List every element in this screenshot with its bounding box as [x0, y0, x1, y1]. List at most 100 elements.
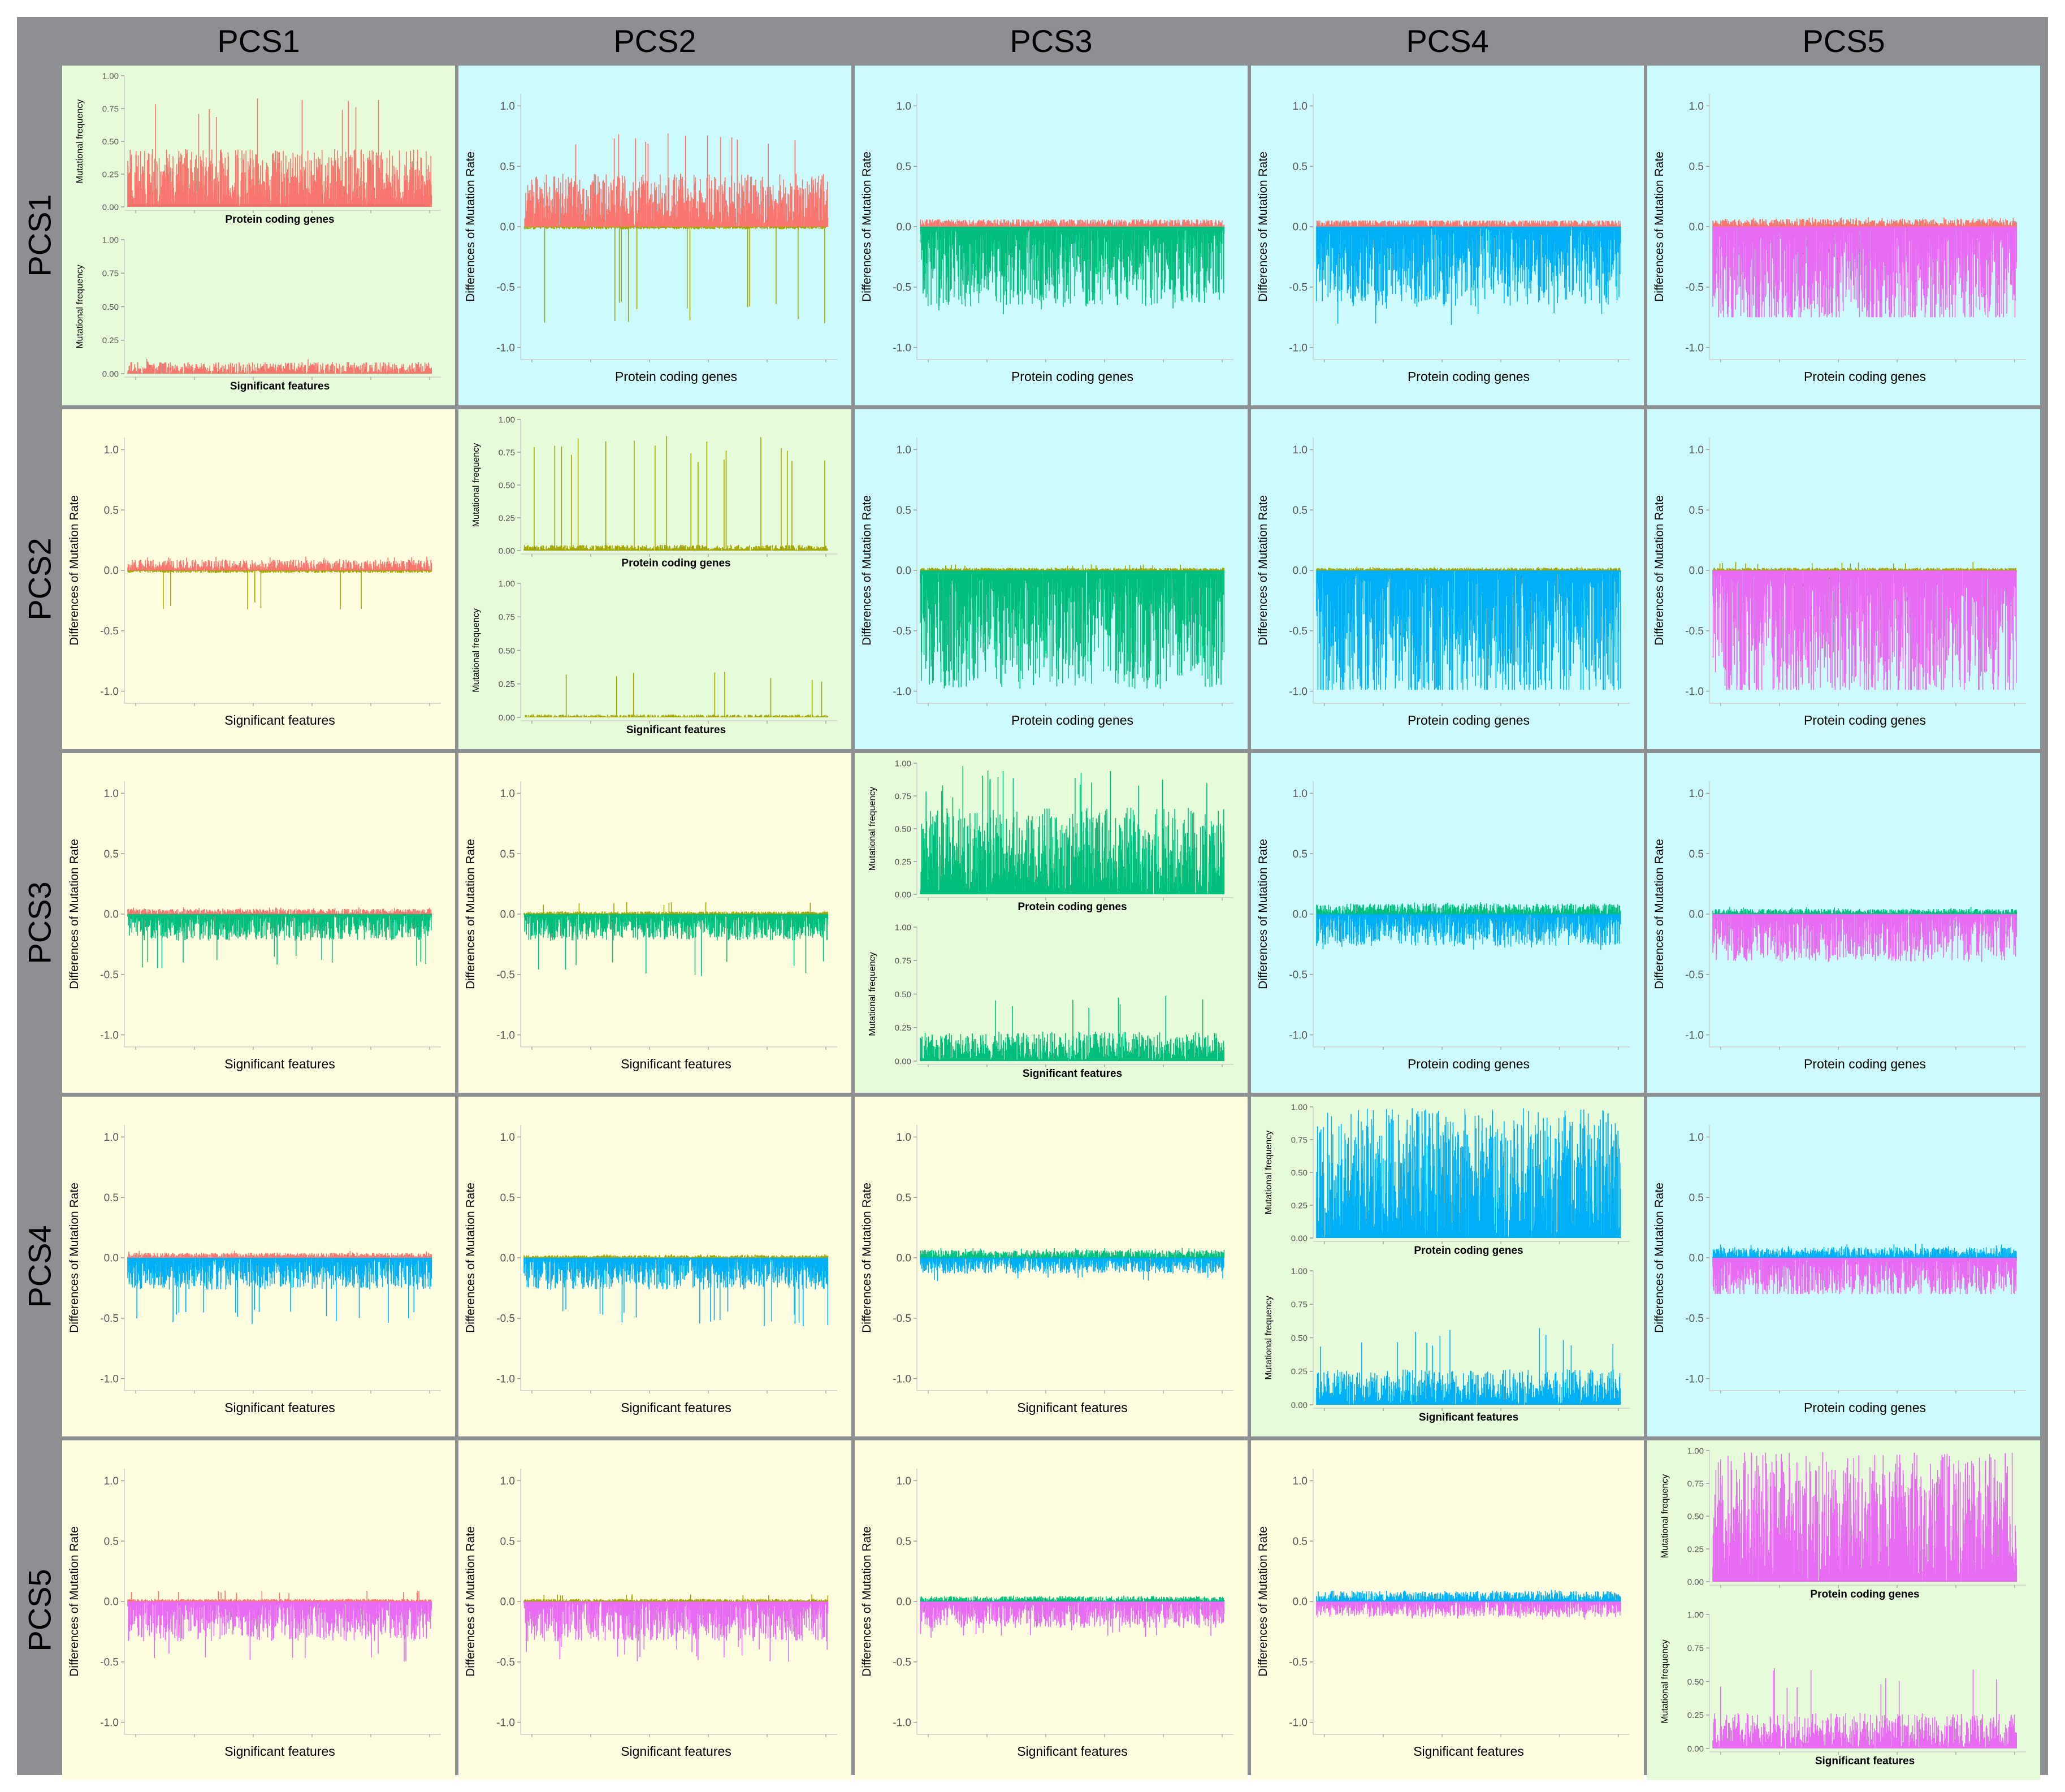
y-tick-label: -0.5: [100, 969, 119, 981]
y-tick-label: 1.0: [104, 1475, 119, 1487]
y-tick-label: 0.0: [500, 1253, 515, 1265]
y-axis-label: Differences of Mutation Rate: [1257, 839, 1270, 989]
y-tick-label: 1.00: [1687, 1610, 1704, 1620]
x-axis-label: Protein coding genes: [1804, 1400, 1926, 1415]
y-tick-label: 1.00: [895, 923, 911, 932]
x-axis-label: Protein coding genes: [1408, 1057, 1530, 1071]
panel-pcs2-pcs2: 0.00 0.25 0.50 0.75 1.00 Mutational frequency…: [458, 409, 851, 749]
bar-series-positive: [920, 564, 1225, 570]
y-tick-label: 0.5: [1689, 161, 1704, 173]
column-header-pcs1: PCS1: [217, 23, 300, 59]
y-axis-label: Differences of Mutation Rate: [1653, 839, 1666, 989]
y-tick-label: 0.75: [102, 269, 119, 279]
panel-pcs4-pcs4: 0.00 0.25 0.50 0.75 1.00 Mutational frequency…: [1251, 1097, 1644, 1436]
y-tick-label: 0.00: [499, 713, 515, 722]
difference-chart-svg: -1.0 -0.5 0.0 0.5 1.0 Differences of Mutation…: [860, 1125, 1233, 1415]
y-tick-label: 0.0: [104, 1596, 119, 1608]
y-tick-label: -1.0: [893, 342, 911, 354]
y-tick-label: -0.5: [1685, 625, 1704, 637]
bar-series-negative: [920, 1601, 1225, 1638]
bar-series-significant: [127, 359, 432, 374]
y-tick-label: 0.5: [104, 1536, 119, 1548]
y-tick-label: -1.0: [893, 1717, 911, 1729]
panel-pcs5-pcs2: -1.0 -0.5 0.0 0.5 1.0 Differences of Mutation…: [458, 1440, 851, 1780]
y-axis-label: Differences of Mutation Rate: [464, 839, 477, 989]
bar-series-negative: [1316, 227, 1621, 325]
bar-series-negative: [523, 227, 829, 323]
difference-chart-svg: -1.0 -0.5 0.0 0.5 1.0 Differences of Mutation…: [860, 1469, 1233, 1759]
bar-series-positive: [1316, 902, 1621, 914]
bar-series-negative: [1316, 1601, 1621, 1620]
difference-chart-svg: -1.0 -0.5 0.0 0.5 1.0 Differences of Mutation…: [860, 438, 1233, 728]
bar-series-negative: [127, 570, 432, 609]
y-tick-label: 0.5: [1689, 1192, 1704, 1204]
y-tick-label: 0.5: [104, 505, 119, 517]
bar-series-protein-coding: [127, 98, 432, 207]
y-tick-label: 0.5: [897, 161, 911, 173]
y-tick-label: 0.50: [499, 646, 515, 656]
y-tick-label: 0.00: [102, 369, 119, 379]
y-tick-label: 0.00: [499, 546, 515, 556]
bar-series-significant: [1712, 1668, 2017, 1748]
y-tick-label: -0.5: [496, 1313, 515, 1324]
bar-series-protein-coding: [523, 436, 829, 551]
y-axis-label: Differences of Mutation Rate: [1257, 152, 1270, 302]
diagonal-chart-svg: 0.00 0.25 0.50 0.75 1.00 Mutational frequency…: [1660, 1446, 2026, 1767]
y-tick-label: -1.0: [496, 1029, 515, 1041]
x-axis-label: Significant features: [1023, 1068, 1122, 1080]
bar-series-positive: [920, 219, 1225, 227]
row-header-label: PCS1: [21, 194, 58, 277]
y-tick-label: 1.0: [1689, 1132, 1704, 1144]
y-tick-label: 0.75: [102, 104, 119, 114]
y-tick-label: 0.25: [1687, 1544, 1704, 1554]
x-axis-label: Protein coding genes: [1011, 713, 1133, 728]
difference-chart-svg: -1.0 -0.5 0.0 0.5 1.0 Differences of Mutation…: [860, 94, 1233, 384]
y-tick-label: 0.00: [1291, 1400, 1308, 1410]
bar-series-positive: [1712, 1244, 2018, 1258]
y-tick-label: 0.75: [895, 791, 911, 801]
y-tick-label: -0.5: [1289, 1656, 1308, 1668]
y-tick-label: 0.50: [1291, 1168, 1308, 1178]
y-tick-label: 1.0: [500, 101, 515, 112]
difference-chart-svg: -1.0 -0.5 0.0 0.5 1.0 Differences of Mutation…: [1653, 1125, 2026, 1415]
panel-pcs1-pcs4: -1.0 -0.5 0.0 0.5 1.0 Differences of Mutation…: [1251, 66, 1644, 405]
y-tick-label: 0.0: [897, 1253, 911, 1265]
y-tick-label: -0.5: [496, 1656, 515, 1668]
bar-series-significant: [920, 995, 1224, 1061]
y-tick-label: 0.0: [1293, 1596, 1308, 1608]
y-tick-label: -0.5: [893, 282, 911, 293]
y-axis-label: Mutational frequency: [75, 265, 85, 349]
y-tick-label: 0.50: [895, 824, 911, 834]
panel-pcs4-pcs5: -1.0 -0.5 0.0 0.5 1.0 Differences of Mutation…: [1647, 1097, 2040, 1436]
x-axis-label: Protein coding genes: [1018, 901, 1127, 913]
y-tick-label: 0.75: [895, 956, 911, 966]
y-tick-label: -1.0: [1289, 1029, 1308, 1041]
panel-pcs3-pcs5: -1.0 -0.5 0.0 0.5 1.0 Differences of Mutation…: [1647, 753, 2040, 1093]
y-tick-label: 0.5: [500, 161, 515, 173]
bar-series-positive: [523, 1594, 829, 1601]
bar-series-protein-coding: [920, 765, 1225, 894]
bar-series-protein-coding: [1316, 1108, 1621, 1238]
y-tick-label: 0.5: [897, 1536, 911, 1548]
bar-series-positive: [523, 902, 829, 914]
difference-chart-svg: -1.0 -0.5 0.0 0.5 1.0 Differences of Mutation…: [68, 438, 441, 728]
y-tick-label: 0.0: [104, 565, 119, 577]
row-header-pcs4: PCS4: [17, 1097, 62, 1436]
y-tick-label: -0.5: [1289, 282, 1308, 293]
x-axis-label: Significant features: [1815, 1755, 1915, 1767]
y-tick-label: 0.0: [104, 909, 119, 921]
panel-pcs4-pcs2: -1.0 -0.5 0.0 0.5 1.0 Differences of Mutation…: [458, 1097, 851, 1436]
y-axis-label: Mutational frequency: [1264, 1296, 1274, 1380]
bar-series-positive: [1712, 562, 2018, 570]
panel-pcs3-pcs1: -1.0 -0.5 0.0 0.5 1.0 Differences of Mutation…: [62, 753, 455, 1093]
y-axis-label: Mutational frequency: [75, 99, 85, 184]
bar-series-negative: [523, 914, 829, 976]
difference-chart-svg: -1.0 -0.5 0.0 0.5 1.0 Differences of Mutation…: [464, 1125, 837, 1415]
y-tick-label: 0.75: [1687, 1479, 1704, 1488]
y-tick-label: 0.5: [104, 849, 119, 860]
y-tick-label: 0.50: [895, 990, 911, 999]
x-axis-label: Significant features: [621, 1057, 731, 1071]
y-tick-label: 1.0: [104, 788, 119, 800]
panel-pcs4-pcs1: -1.0 -0.5 0.0 0.5 1.0 Differences of Mutation…: [62, 1097, 455, 1436]
y-tick-label: -1.0: [100, 1029, 119, 1041]
